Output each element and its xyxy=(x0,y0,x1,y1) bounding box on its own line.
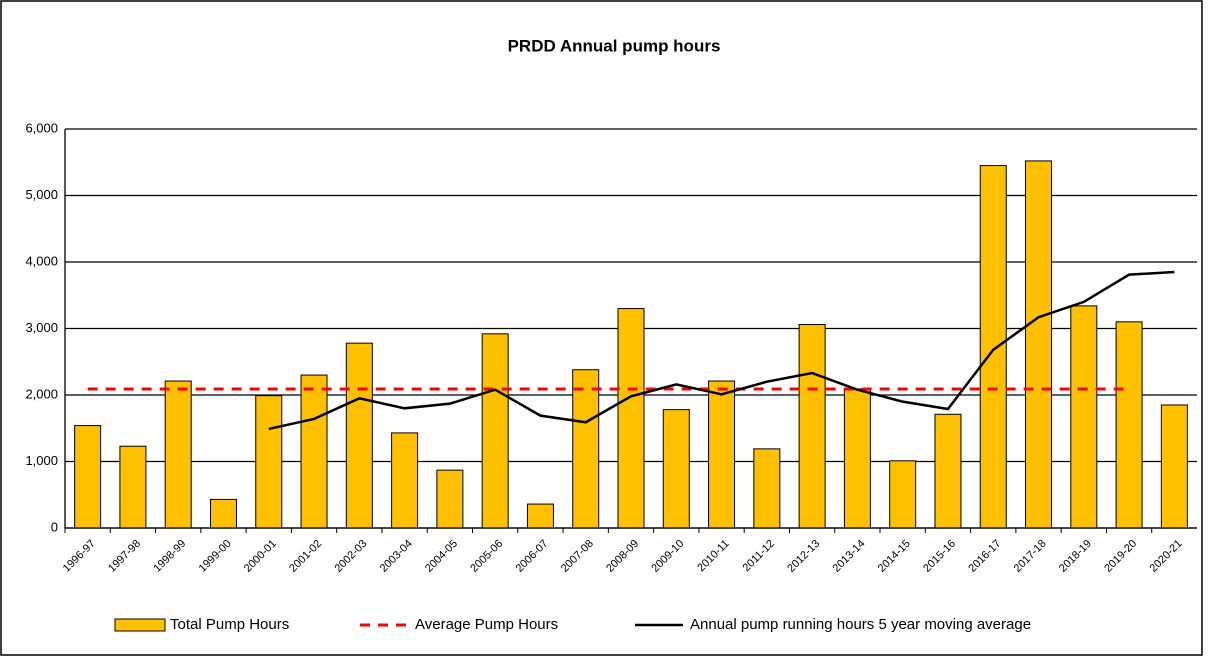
y-tick-label: 6,000 xyxy=(25,120,58,135)
bar xyxy=(934,413,962,529)
bar xyxy=(1115,321,1143,529)
bar xyxy=(753,448,781,529)
bar xyxy=(979,165,1007,529)
y-tick-label: 2,000 xyxy=(25,386,58,401)
bar xyxy=(798,324,826,529)
legend-label: Annual pump running hours 5 year moving … xyxy=(690,616,1031,633)
bar xyxy=(1070,305,1098,529)
y-tick-label: 0 xyxy=(51,519,58,534)
bar xyxy=(300,374,328,529)
legend-label: Total Pump Hours xyxy=(170,616,289,633)
bar xyxy=(74,425,102,529)
bar xyxy=(209,498,237,529)
y-tick-label: 5,000 xyxy=(25,187,58,202)
bar xyxy=(481,333,509,529)
legend-swatch xyxy=(114,618,166,632)
bar xyxy=(255,395,283,529)
bar xyxy=(617,308,645,529)
y-tick-label: 1,000 xyxy=(25,453,58,468)
bar xyxy=(572,369,600,529)
bar xyxy=(1025,160,1053,529)
bar xyxy=(1160,404,1188,529)
y-tick-label: 4,000 xyxy=(25,253,58,268)
bar xyxy=(345,342,373,529)
bar xyxy=(391,432,419,529)
line-series xyxy=(268,270,1175,431)
bar xyxy=(889,460,917,529)
bar xyxy=(662,409,690,529)
bar xyxy=(164,380,192,529)
bar xyxy=(526,503,554,529)
bar xyxy=(436,469,464,529)
bar xyxy=(119,445,147,529)
bar xyxy=(843,388,871,529)
y-tick-label: 3,000 xyxy=(25,320,58,335)
legend-label: Average Pump Hours xyxy=(415,616,558,633)
chart-title: PRDD Annual pump hours xyxy=(508,36,721,55)
bar xyxy=(708,380,736,529)
